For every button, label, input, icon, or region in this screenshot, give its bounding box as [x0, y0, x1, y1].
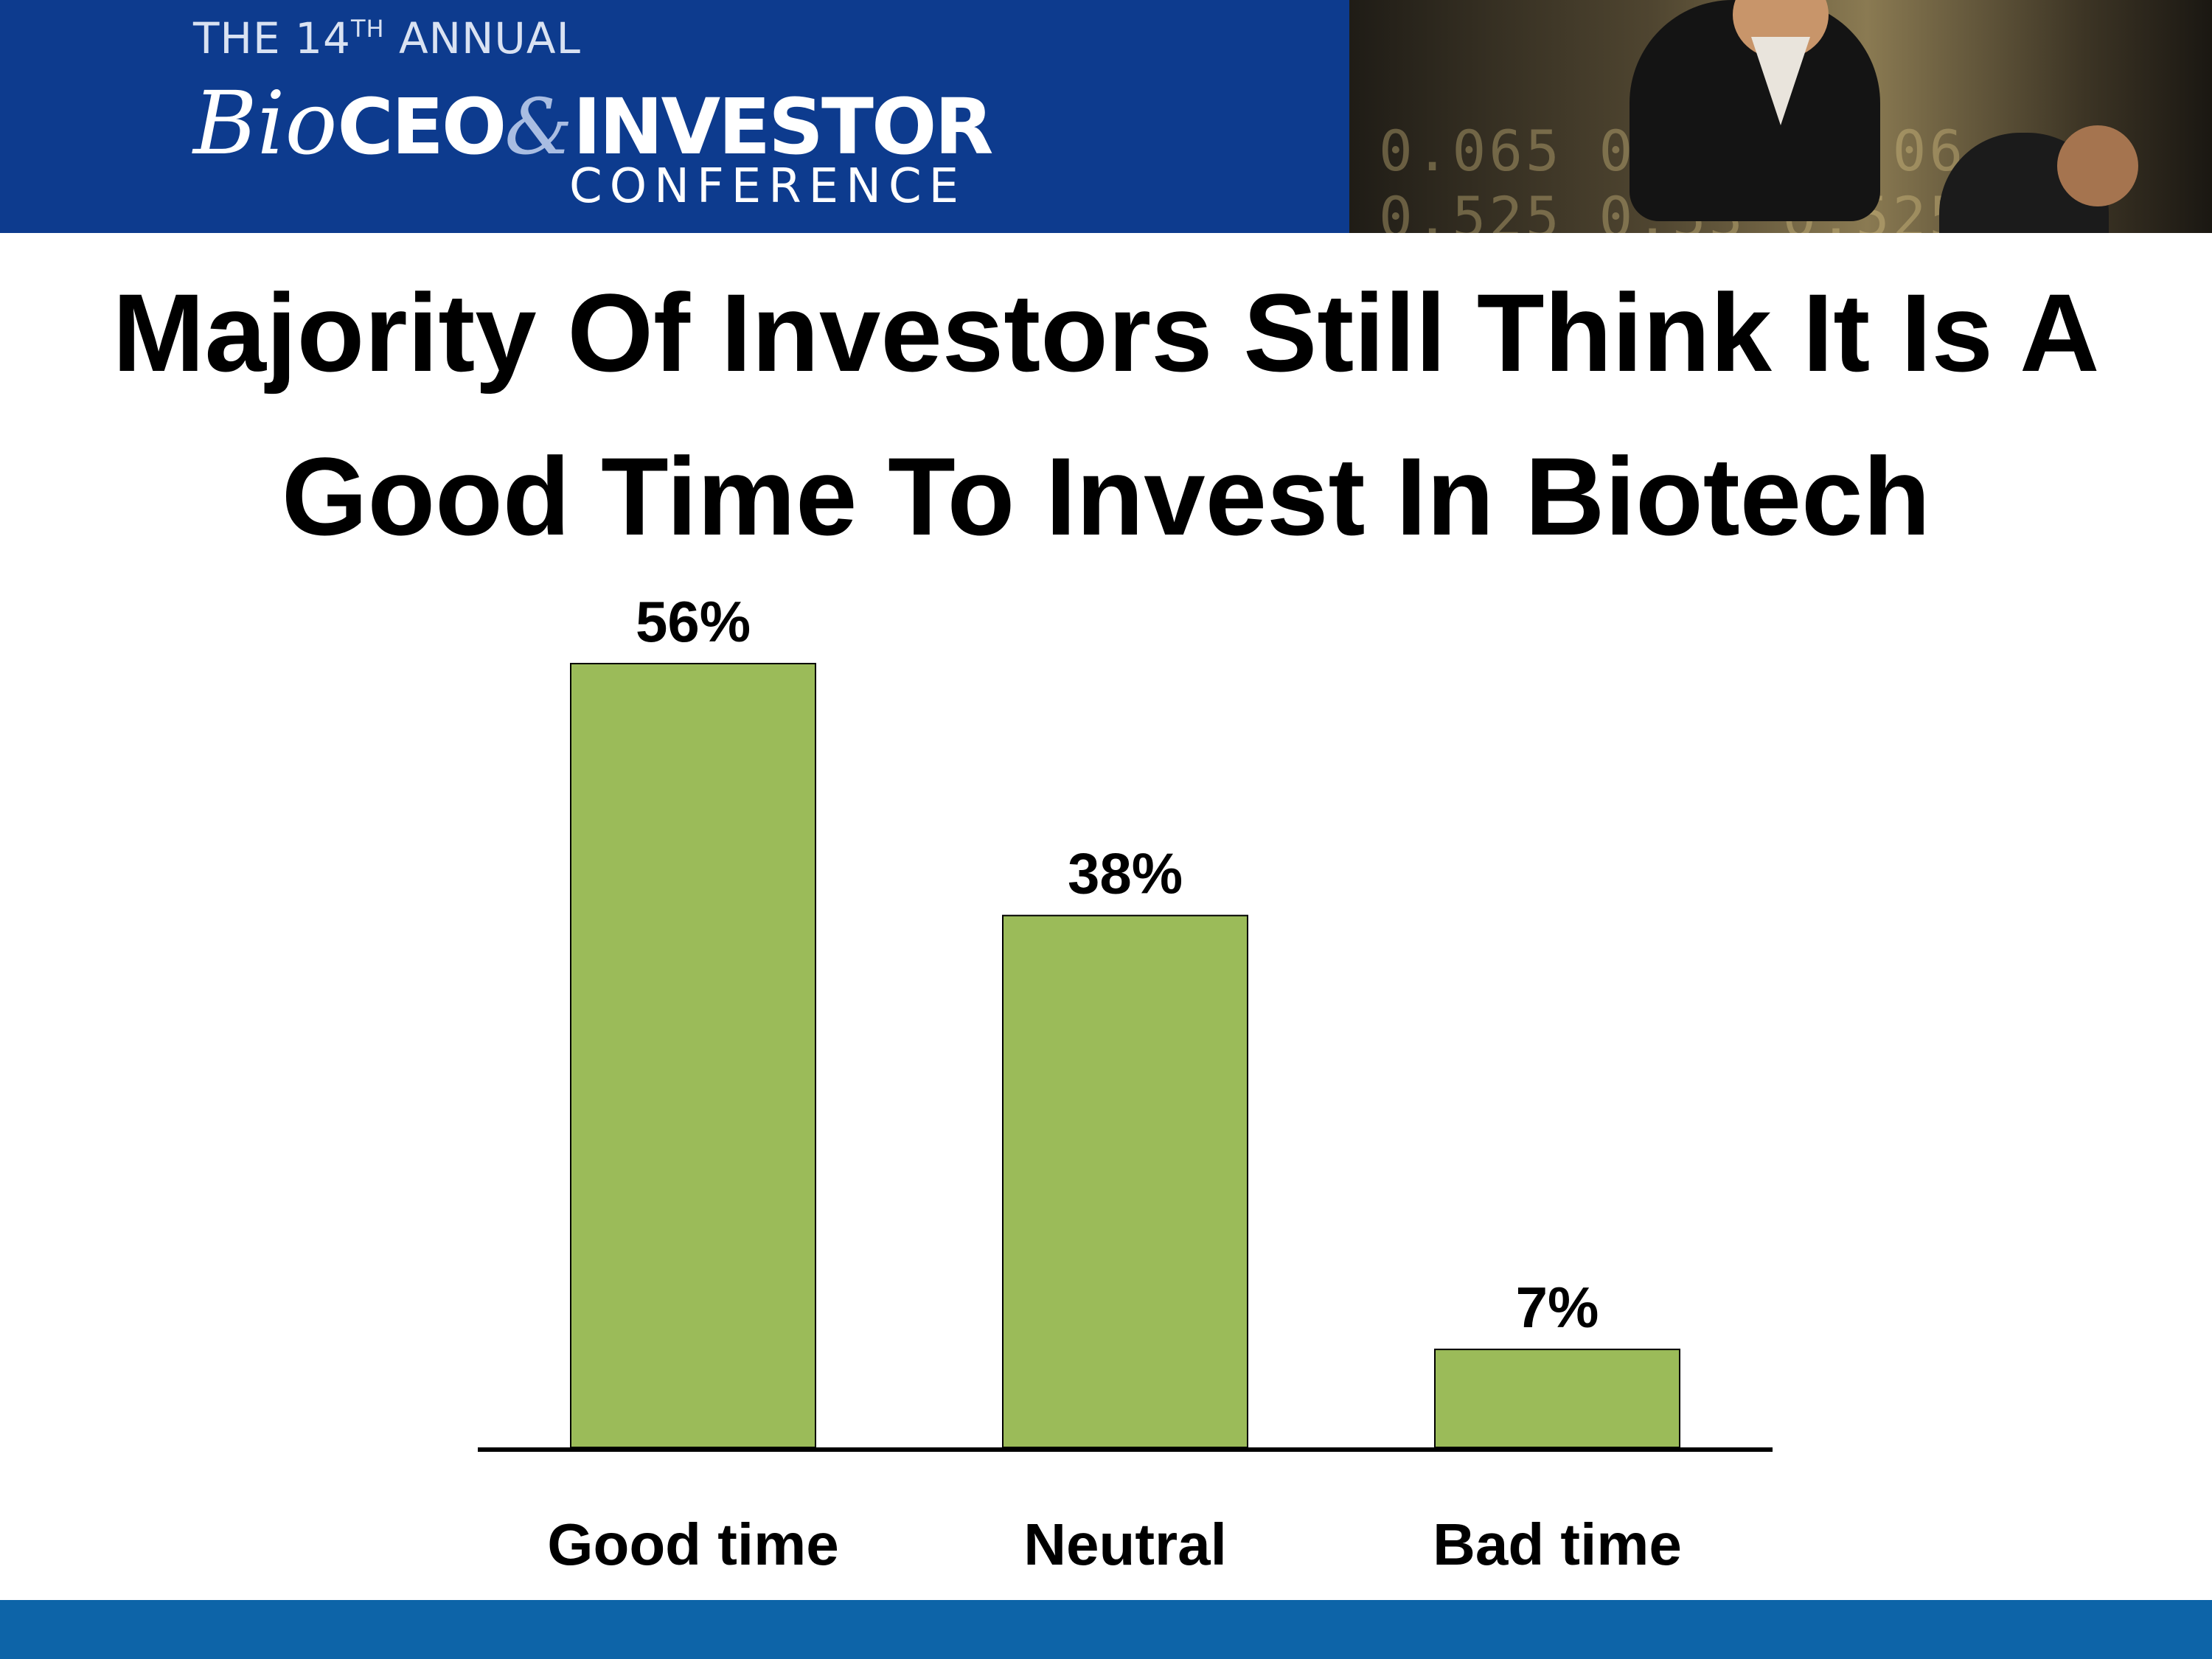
labels-layer: 56% Good time 38% Neutral 7% Bad time — [547, 589, 1682, 1577]
data-label: 38% — [1068, 841, 1183, 906]
bar-good-time — [570, 663, 816, 1448]
footer-bar — [0, 1600, 2212, 1659]
logo-conference-line: CONFERENCE — [569, 159, 967, 214]
conference-logo: THE 14TH ANNUAL BioCEO&INVESTOR CONFEREN… — [193, 13, 1019, 220]
logo-wordmark: BioCEO&INVESTOR — [193, 72, 993, 174]
slide-title-container: Majority Of Investors Still Think It Is … — [44, 251, 2168, 578]
category-label: Neutral — [1023, 1512, 1227, 1577]
data-label: 56% — [636, 589, 751, 654]
bar-neutral — [1002, 914, 1248, 1448]
category-label: Good time — [547, 1512, 839, 1577]
bars-layer — [570, 663, 1680, 1448]
data-label: 7% — [1516, 1275, 1599, 1340]
header-banner: THE 14TH ANNUAL BioCEO&INVESTOR CONFEREN… — [0, 0, 2212, 233]
category-label: Bad time — [1433, 1512, 1682, 1577]
photo-businessman-seated-head — [2057, 125, 2138, 206]
header-photo-businessmen: 0.065 0.069 0.06 0.525 0.53 0.525 — [1349, 0, 2212, 233]
logo-annual-line: THE 14TH ANNUAL — [193, 13, 581, 63]
bar-bad-time — [1434, 1349, 1680, 1448]
slide-title: Majority Of Investors Still Think It Is … — [112, 271, 2100, 558]
